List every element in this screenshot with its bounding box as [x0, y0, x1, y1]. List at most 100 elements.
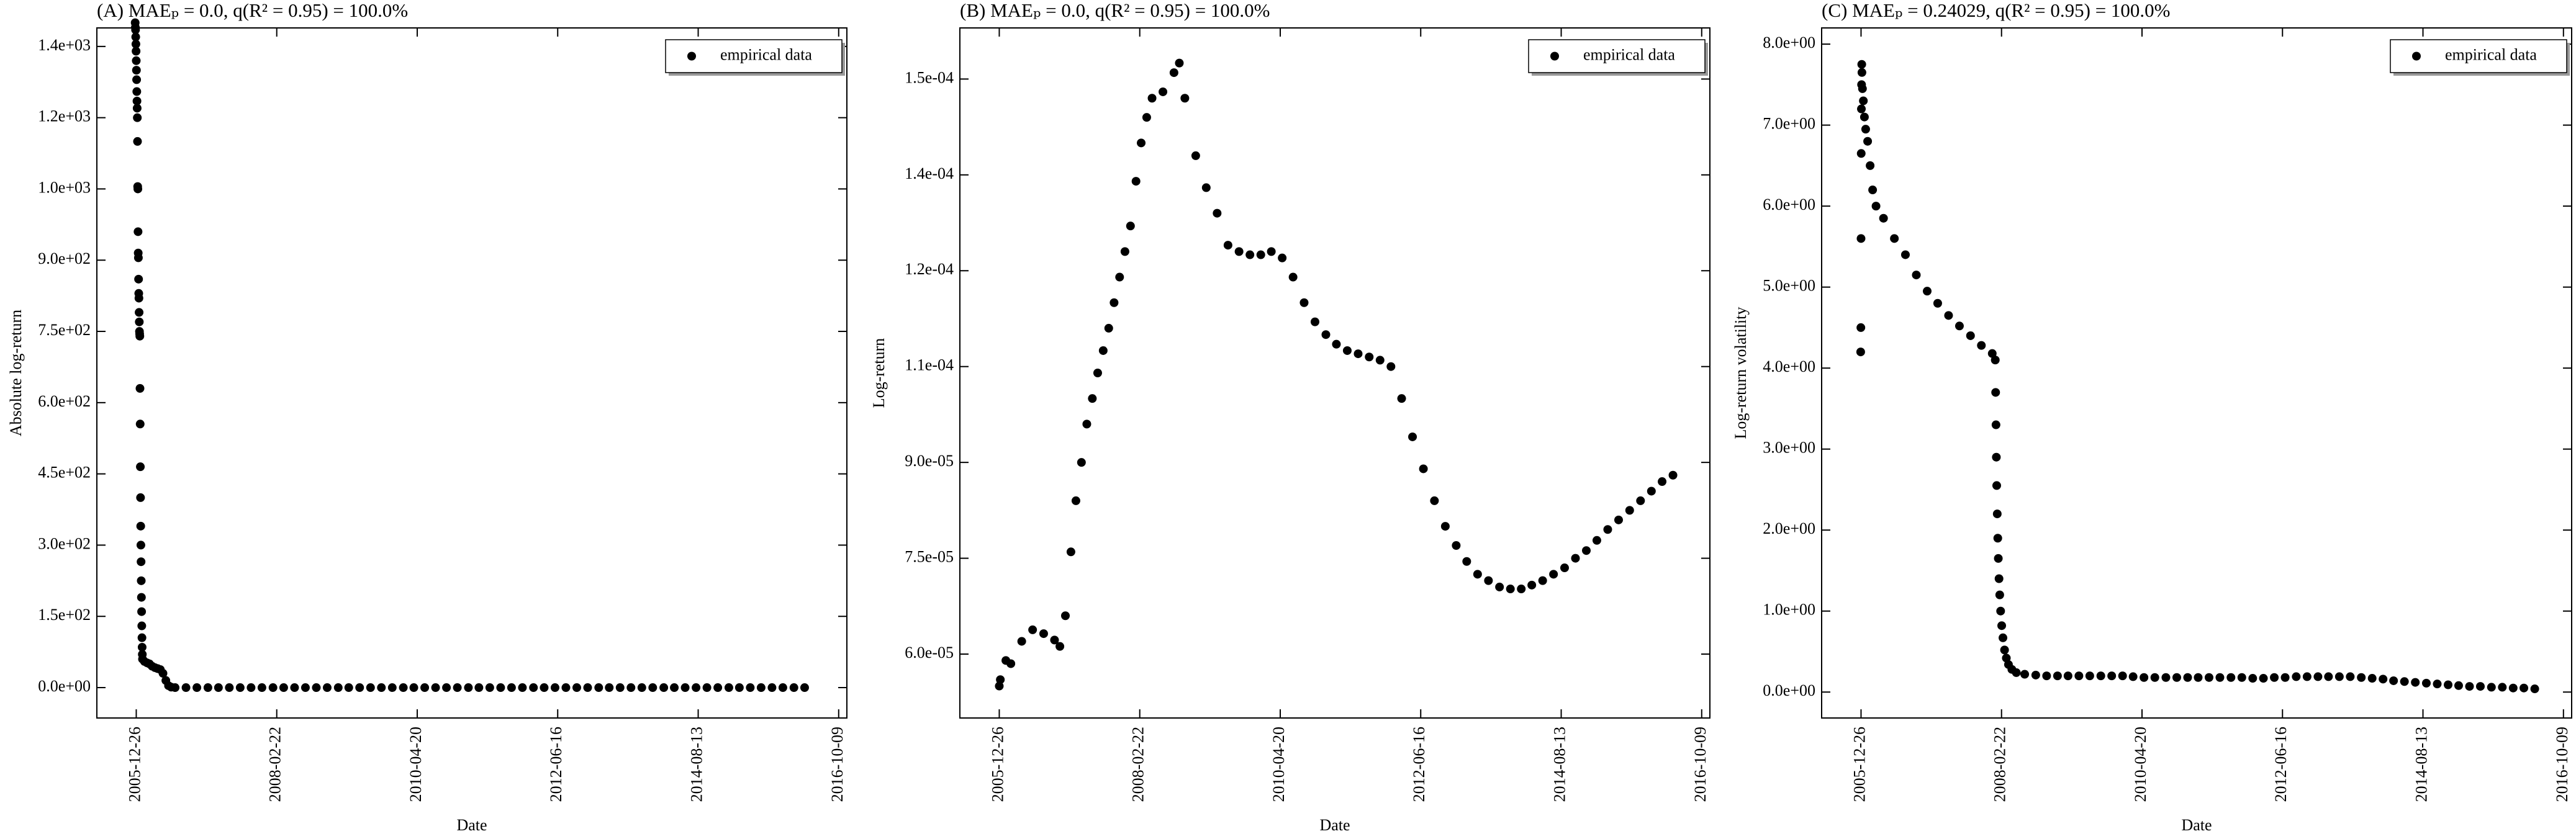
y-tick-label: 1.1e-04: [905, 356, 954, 374]
data-point: [2520, 683, 2529, 693]
data-point: [1473, 570, 1482, 579]
data-point: [137, 642, 147, 652]
data-point: [1245, 250, 1255, 259]
data-point: [1397, 394, 1406, 403]
data-point: [1375, 356, 1385, 365]
data-point: [1955, 321, 1964, 331]
y-tick-label: 3.0e+02: [38, 534, 91, 552]
data-point: [615, 683, 625, 693]
data-point: [529, 683, 538, 693]
data-point: [2270, 673, 2279, 682]
data-point: [1560, 563, 1569, 573]
data-point: [2012, 668, 2021, 677]
data-point: [1299, 298, 1309, 307]
data-point: [132, 75, 142, 84]
data-point: [1668, 470, 1678, 480]
panel: (B) MAEₚ = 0.0, q(R² = 0.95) = 100.0% 6.0…: [870, 0, 1711, 834]
data-point: [995, 681, 1004, 691]
data-point: [1088, 394, 1097, 403]
data-point: [2487, 683, 2496, 692]
data-point: [225, 683, 234, 693]
data-point: [1995, 590, 2004, 599]
data-point: [137, 557, 146, 567]
data-point: [1201, 183, 1211, 192]
data-point: [626, 683, 636, 693]
data-point: [659, 683, 669, 693]
data-point: [1180, 94, 1190, 103]
data-point: [2183, 673, 2192, 682]
data-point: [1452, 541, 1461, 550]
data-point: [2259, 674, 2268, 683]
data-point: [1267, 247, 1276, 256]
data-point: [2000, 645, 2009, 655]
y-tick-label: 6.0e+00: [1763, 195, 1815, 213]
data-point: [453, 683, 462, 693]
legend-marker: [1550, 52, 1559, 61]
legend-label: empirical data: [720, 45, 812, 63]
data-point: [1863, 137, 1873, 146]
data-point: [136, 493, 145, 502]
data-point: [2498, 683, 2507, 692]
x-axis-label: Date: [1319, 816, 1350, 834]
y-tick-label: 1.5e-04: [905, 68, 954, 86]
y-tick-label: 1.4e-04: [905, 164, 954, 182]
plot-frame: [96, 27, 847, 719]
data-point: [996, 675, 1005, 684]
data-point: [1126, 222, 1135, 231]
data-point: [1858, 84, 1867, 93]
data-point: [2334, 672, 2344, 681]
x-tick-label: 2010-04-20: [2131, 727, 2149, 802]
y-tick-label: 4.0e+00: [1763, 357, 1815, 375]
title: (B) MAEₚ = 0.0, q(R² = 0.95) = 100.0%: [960, 0, 1270, 21]
y-tick-label: 7.5e-05: [905, 548, 954, 566]
data-point: [605, 683, 614, 693]
data-point: [2042, 671, 2051, 681]
y-tick-label: 9.0e-05: [905, 452, 954, 470]
data-point: [133, 137, 142, 146]
data-point: [2161, 673, 2171, 682]
data-point: [550, 683, 559, 693]
data-point: [1462, 557, 1471, 566]
data-point: [1900, 250, 1910, 259]
data-point: [2454, 681, 2463, 690]
data-point: [1966, 331, 1975, 340]
data-point: [561, 683, 571, 693]
data-point: [1342, 346, 1352, 355]
data-point: [2379, 675, 2388, 684]
data-point: [1857, 60, 1866, 69]
data-point: [2292, 672, 2301, 681]
data-point: [136, 541, 145, 550]
data-point: [1006, 659, 1016, 668]
data-point: [2389, 676, 2398, 685]
data-point: [137, 633, 147, 642]
data-point: [2357, 673, 2366, 682]
data-point: [132, 47, 141, 56]
data-point: [724, 683, 733, 693]
data-point: [135, 317, 144, 326]
y-tick-label: 1.2e+03: [38, 107, 91, 125]
data-point: [1647, 487, 1656, 496]
data-point: [1386, 362, 1396, 371]
data-point: [2421, 678, 2431, 688]
data-point: [1999, 633, 2008, 642]
y-tick-label: 1.5e+02: [38, 606, 91, 624]
data-point: [2128, 672, 2138, 681]
data-point: [713, 683, 723, 693]
data-point: [132, 87, 142, 96]
data-point: [1256, 250, 1265, 259]
data-point: [2204, 673, 2213, 682]
data-point: [1060, 611, 1070, 621]
data-point: [2107, 671, 2117, 681]
legend-label: empirical data: [2445, 45, 2537, 63]
data-point: [1159, 87, 1168, 96]
data-point: [2194, 673, 2203, 682]
data-point: [1419, 464, 1428, 473]
data-point: [1278, 253, 1287, 262]
data-point: [572, 683, 581, 693]
y-axis-label: Log-return: [870, 338, 888, 408]
data-point: [1879, 213, 1888, 223]
data-point: [442, 683, 451, 693]
data-point: [134, 294, 143, 303]
x-tick-label: 2010-04-20: [1270, 727, 1288, 802]
